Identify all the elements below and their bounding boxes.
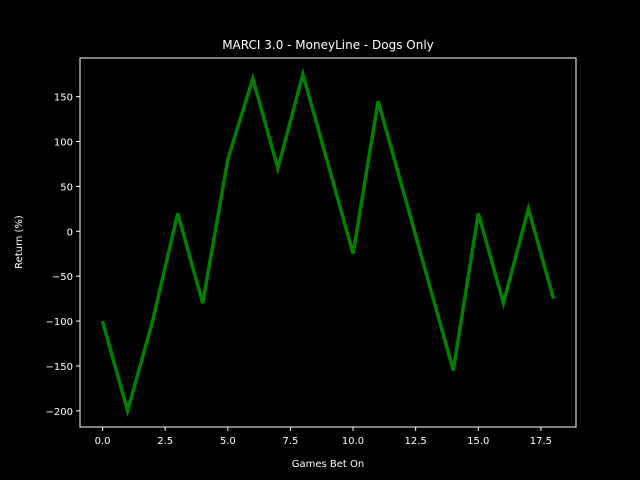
y-tick-label: 50 <box>60 182 73 193</box>
x-tick-label: 17.5 <box>530 436 552 447</box>
y-tick-label: −50 <box>52 272 73 283</box>
y-tick-label: −200 <box>46 407 73 418</box>
chart-title: MARCI 3.0 - MoneyLine - Dogs Only <box>222 38 434 52</box>
x-tick-label: 0.0 <box>95 436 111 447</box>
y-tick-label: −100 <box>46 317 73 328</box>
y-tick-label: 100 <box>54 137 73 148</box>
y-tick-label: 150 <box>54 93 73 104</box>
plot-area <box>100 67 556 418</box>
x-tick-label: 2.5 <box>157 436 173 447</box>
y-tick-label: −150 <box>46 362 73 373</box>
x-axis: 0.0 2.5 5.0 7.5 10.0 12.5 15.0 17.5 <box>95 427 552 447</box>
x-axis-label: Games Bet On <box>292 459 364 470</box>
x-tick-label: 7.5 <box>282 436 298 447</box>
x-tick-label: 12.5 <box>405 436 427 447</box>
y-axis-label: Return (%) <box>14 215 25 269</box>
x-tick-label: 15.0 <box>467 436 489 447</box>
axes-frame <box>79 57 577 428</box>
y-tick-label: 0 <box>67 227 73 238</box>
y-axis: 150 100 50 0 −50 −100 −150 −200 <box>46 93 80 418</box>
series-line <box>100 67 556 418</box>
x-tick-label: 5.0 <box>220 436 236 447</box>
x-tick-label: 10.0 <box>342 436 364 447</box>
